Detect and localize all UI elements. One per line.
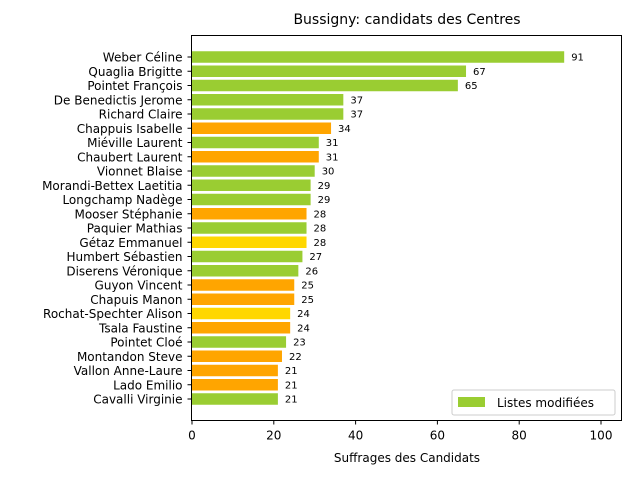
value-label: 26 <box>305 266 318 277</box>
bar <box>192 179 311 191</box>
category-label: Chaubert Laurent <box>77 150 183 164</box>
bar <box>192 293 295 305</box>
category-label: Guyon Vincent <box>95 279 183 293</box>
value-label: 37 <box>350 95 363 106</box>
category-label: Richard Claire <box>99 108 183 122</box>
value-label: 91 <box>571 53 584 64</box>
category-label: Vallon Anne-Laure <box>74 364 183 378</box>
x-tick-label: 0 <box>188 429 196 443</box>
category-label: Pointet François <box>87 79 182 93</box>
bar <box>192 250 303 263</box>
category-label: Morandi-Bettex Laetitia <box>42 179 182 193</box>
value-label: 25 <box>301 281 314 292</box>
bars-group <box>192 51 565 405</box>
value-label: 25 <box>301 295 314 306</box>
value-label: 21 <box>285 380 298 391</box>
x-tick-label: 60 <box>430 429 445 443</box>
category-label: Longchamp Nadège <box>62 193 182 207</box>
bar <box>192 122 332 134</box>
value-label: 28 <box>314 238 327 249</box>
value-label: 34 <box>338 124 351 135</box>
value-label: 24 <box>297 309 310 320</box>
x-tick-label: 40 <box>348 429 363 443</box>
x-axis: 0 20 40 60 80 100 <box>188 420 613 443</box>
category-label: Lado Emilio <box>113 378 182 392</box>
bar <box>192 136 319 149</box>
legend-swatch <box>458 397 485 407</box>
value-label: 23 <box>293 338 306 349</box>
bar <box>192 307 291 320</box>
bar <box>192 322 291 334</box>
value-label: 24 <box>297 323 310 334</box>
bar <box>192 94 344 106</box>
bar <box>192 265 299 277</box>
category-label: Mooser Stéphanie <box>74 207 182 221</box>
category-label: Chappuis Isabelle <box>77 122 183 136</box>
category-label: Cavalli Virginie <box>93 393 182 407</box>
x-axis-label: Suffrages des Candidats <box>334 451 480 465</box>
value-labels: 91 67 65 37 37 34 31 31 30 29 29 28 28 28 27 26 25 25 24 24… <box>285 53 584 406</box>
bar <box>192 108 344 120</box>
bar <box>192 336 287 348</box>
bar <box>192 51 565 63</box>
x-tick-label: 20 <box>266 429 281 443</box>
category-label: Humbert Sébastien <box>66 250 182 264</box>
bar <box>192 364 278 377</box>
value-label: 31 <box>326 152 339 163</box>
bar <box>192 151 319 163</box>
value-label: 22 <box>289 352 302 363</box>
legend: Listes modifiées <box>451 389 616 416</box>
value-label: 30 <box>322 167 335 178</box>
category-label: Vionnet Blaise <box>97 165 183 179</box>
value-label: 28 <box>314 224 327 235</box>
bar <box>192 79 458 92</box>
bar <box>192 379 278 391</box>
category-label: Weber Céline <box>103 51 183 65</box>
category-label: Chapuis Manon <box>90 293 182 307</box>
bar <box>192 165 315 177</box>
value-label: 37 <box>350 110 363 121</box>
value-label: 21 <box>285 395 298 406</box>
value-label: 29 <box>318 195 331 206</box>
category-label: Miéville Laurent <box>87 136 183 150</box>
value-label: 65 <box>465 81 478 92</box>
category-label: Gétaz Emmanuel <box>79 236 182 250</box>
value-label: 28 <box>314 209 327 220</box>
category-label: Tsala Faustine <box>98 321 183 335</box>
value-label: 27 <box>309 252 322 263</box>
bar <box>192 65 467 77</box>
bar <box>192 222 307 234</box>
category-label: Pointet Cloé <box>110 336 182 350</box>
plot-frame <box>191 35 622 421</box>
bar <box>192 236 307 248</box>
legend-box <box>451 389 616 416</box>
category-label: De Benedictis Jerome <box>54 93 183 107</box>
value-label: 21 <box>285 366 298 377</box>
category-label: Rochat-Spechter Alison <box>43 307 182 321</box>
bar <box>192 393 278 405</box>
value-label: 31 <box>326 138 339 149</box>
bar <box>192 279 295 291</box>
category-label: Paquier Mathias <box>87 222 183 236</box>
legend-label: Listes modifiées <box>497 396 594 410</box>
value-label: 67 <box>473 67 486 78</box>
bar <box>192 193 311 206</box>
bar <box>192 208 307 220</box>
category-label: Montandon Steve <box>77 350 183 364</box>
value-label: 29 <box>318 181 331 192</box>
category-label: Quaglia Brigitte <box>88 65 182 79</box>
chart-title: Bussigny: candidats des Centres <box>293 12 520 28</box>
x-tick-label: 80 <box>512 429 527 443</box>
x-tick-label: 100 <box>590 429 613 443</box>
bar <box>192 350 282 362</box>
category-label: Diserens Véronique <box>66 264 182 278</box>
